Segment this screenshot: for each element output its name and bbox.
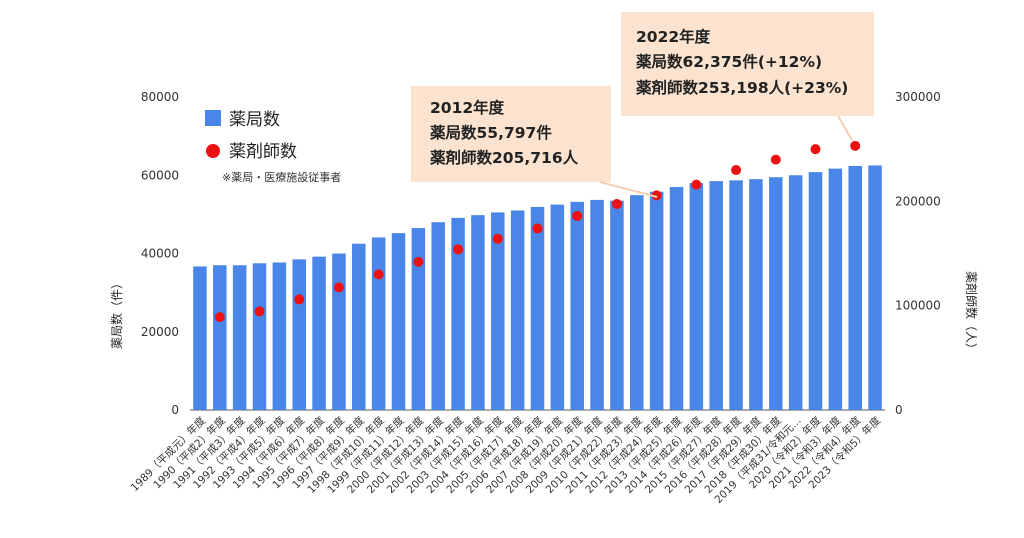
dot-point	[373, 269, 384, 280]
y-left-tick: 60000	[141, 168, 179, 182]
dot-point	[611, 198, 622, 209]
legend-note: ※薬局・医療施設従事者	[222, 170, 341, 184]
dot-point	[651, 190, 662, 201]
bar	[431, 222, 445, 410]
callout-2022: 2022年度 薬局数62,375件(+12%) 薬剤師数253,198人(+23…	[621, 12, 874, 141]
y-axis-right-title: 薬剤師数（人）	[964, 271, 979, 355]
dot-point	[532, 223, 543, 234]
y-left-tick: 40000	[141, 247, 179, 261]
bar	[352, 243, 366, 410]
y-left-tick: 80000	[141, 90, 179, 104]
callout-2012-line2: 薬局数55,797件	[429, 123, 552, 142]
bar	[312, 256, 326, 410]
bar	[332, 253, 346, 410]
bar	[491, 212, 505, 410]
bar	[769, 177, 783, 410]
y-right-tick: 0	[895, 403, 903, 417]
dot-point	[850, 140, 861, 151]
y-axis-left-title: 薬局数（件）	[109, 277, 124, 349]
callout-2022-box	[621, 12, 874, 116]
dot-point	[731, 165, 742, 176]
bar	[848, 165, 862, 410]
dot-point	[572, 210, 583, 221]
callout-2012-pointer	[599, 181, 658, 198]
bar	[193, 266, 207, 410]
bar	[649, 191, 664, 410]
callout-2012-box	[411, 86, 611, 182]
bar	[669, 186, 684, 410]
bar	[510, 210, 525, 410]
bar	[709, 181, 723, 410]
dot-point	[254, 306, 265, 317]
bar	[252, 263, 267, 410]
bar	[292, 259, 306, 410]
legend-bar-swatch	[205, 110, 221, 126]
dot-point	[214, 312, 225, 323]
callout-2022-line2: 薬局数62,375件(+12%)	[635, 52, 822, 71]
bar	[788, 175, 803, 410]
dot-point	[492, 233, 503, 244]
bar	[213, 265, 227, 410]
legend-bar-label: 薬局数	[229, 110, 280, 130]
bar	[371, 237, 386, 410]
dot-point	[333, 282, 344, 293]
bar	[590, 199, 604, 410]
bar	[471, 215, 485, 410]
dot-point	[413, 256, 424, 267]
bar	[729, 180, 743, 410]
legend-dot-label: 薬剤師数	[229, 142, 297, 162]
legend: 薬局数 薬剤師数 ※薬局・医療施設従事者	[205, 110, 341, 184]
bar	[868, 165, 882, 410]
dot-point	[810, 144, 821, 155]
bar	[828, 168, 843, 410]
y-right-tick: 100000	[895, 299, 941, 313]
y-left-tick: 20000	[141, 325, 179, 339]
callout-2012-line1: 2012年度	[430, 98, 505, 117]
legend-dot-swatch	[206, 144, 220, 158]
bar	[530, 206, 545, 410]
bar	[610, 200, 624, 410]
bar	[391, 233, 406, 410]
bar	[411, 228, 426, 410]
bar	[808, 172, 823, 410]
dot-point	[453, 244, 464, 255]
dot-point	[770, 154, 781, 165]
dot-series	[214, 140, 861, 323]
bar	[550, 204, 565, 410]
bar	[272, 262, 287, 410]
callout-2012: 2012年度 薬局数55,797件 薬剤師数205,716人	[411, 86, 658, 198]
y-left-tick: 0	[171, 403, 179, 417]
dot-point	[691, 179, 702, 190]
y-right-tick: 300000	[895, 90, 941, 104]
bar	[749, 179, 763, 410]
bar	[689, 183, 704, 410]
bar-series	[193, 165, 882, 410]
y-right-tick: 200000	[895, 194, 941, 208]
bar	[630, 195, 644, 410]
bar	[570, 201, 584, 410]
callout-2022-line3: 薬剤師数253,198人(+23%)	[635, 78, 848, 97]
callout-2022-pointer	[837, 115, 853, 141]
dot-point	[294, 294, 305, 305]
bar	[451, 217, 465, 410]
callout-2022-line1: 2022年度	[636, 27, 711, 46]
bar	[232, 265, 247, 410]
callout-2012-line3: 薬剤師数205,716人	[429, 148, 579, 167]
